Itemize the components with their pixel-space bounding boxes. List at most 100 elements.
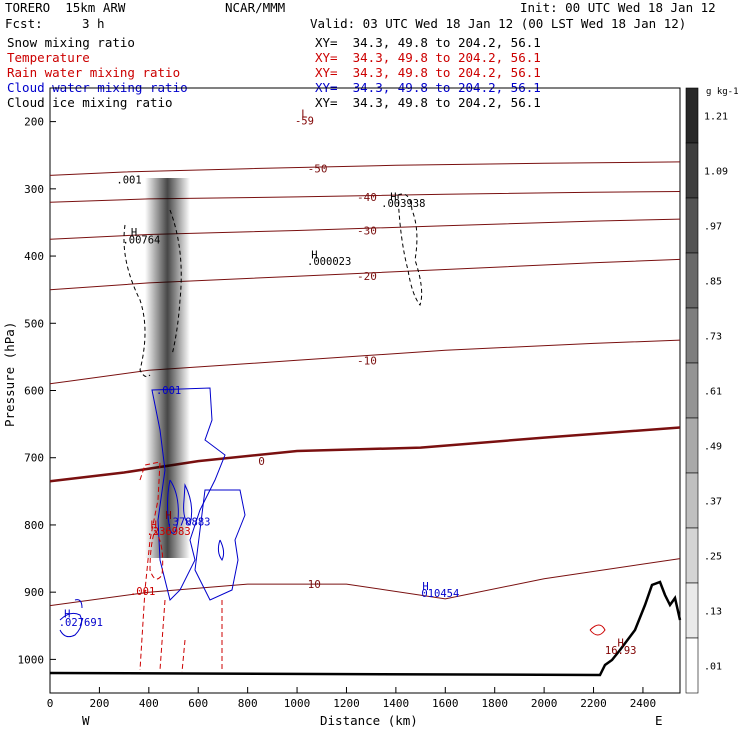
- temperature-contour-label: 10: [308, 578, 321, 591]
- temperature-contour-2: [49, 218, 681, 240]
- colorbar-tick-label: .97: [704, 222, 722, 233]
- temperature-contour-3: [49, 258, 681, 291]
- colorbar-tick-label: .25: [704, 552, 722, 563]
- x-tick-label: 2400: [630, 697, 657, 710]
- x-tick-label: 1000: [284, 697, 311, 710]
- x-tick-label: 2000: [531, 697, 558, 710]
- field-name-snow: Snow mixing ratio: [7, 35, 135, 50]
- x-tick-label: 1200: [333, 697, 360, 710]
- x-tick-label: 1800: [481, 697, 508, 710]
- colorbar: 1.21 1.09 .97 .85 .73 .61 .49 .37 .25 .13 .01 g kg-…: [685, 87, 739, 694]
- colorbar-tick-label: .37: [704, 497, 722, 508]
- colorbar-tick-label: .01: [704, 662, 722, 673]
- colorbar-segment: [685, 197, 699, 254]
- colorbar-tick-label: 1.21: [704, 112, 728, 123]
- contour-annotation: H: [422, 581, 428, 593]
- temperature-contour-1: [49, 191, 681, 203]
- colorbar-tick-label: 1.09: [704, 167, 728, 178]
- field-name-cloud-ice: Cloud ice mixing ratio: [7, 95, 173, 110]
- x-tick-label: 0: [47, 697, 54, 710]
- y-tick-label: 800: [24, 519, 44, 532]
- y-tick-label: 300: [24, 183, 44, 196]
- contour-annotation: .003938: [381, 198, 425, 210]
- west-label: W: [82, 713, 90, 728]
- colorbar-segment: [685, 362, 699, 419]
- cloud-water-contours: [59, 387, 246, 638]
- field-xy-rain: XY= 34.3, 49.8 to 204.2, 56.1: [315, 65, 541, 80]
- colorbar-segment: [685, 307, 699, 364]
- colorbar-segment: [685, 637, 699, 694]
- colorbar-tick-label: .85: [704, 277, 722, 288]
- temperature-contour-0: [49, 161, 681, 176]
- x-tick-label: 200: [89, 697, 109, 710]
- valid-time: Valid: 03 UTC Wed 18 Jan 12 (00 LST Wed …: [310, 16, 687, 31]
- colorbar-unit: g kg-1: [706, 87, 739, 97]
- field-xy-cloud-ice: XY= 34.3, 49.8 to 204.2, 56.1: [315, 95, 541, 110]
- temperature-contour-label: -50: [308, 163, 328, 176]
- contour-annotation: .000023: [307, 256, 351, 268]
- rain-water-contours: [139, 461, 606, 673]
- x-tick-label: 2200: [580, 697, 607, 710]
- contour-annotation: L: [301, 109, 307, 121]
- colorbar-segment: [685, 582, 699, 639]
- colorbar-segment: [685, 142, 699, 199]
- cloud-ice-contours: [123, 193, 423, 378]
- x-tick-label: 600: [188, 697, 208, 710]
- forecast-value: 3 h: [82, 16, 105, 31]
- x-tick-label: 400: [139, 697, 159, 710]
- x-tick-label: 800: [238, 697, 258, 710]
- colorbar-segment: [685, 417, 699, 474]
- colorbar-tick-label: .13: [704, 607, 722, 618]
- contour-annotation: .027691: [59, 617, 103, 629]
- contour-annotation: .378883: [166, 517, 210, 529]
- y-tick-label: 200: [24, 116, 44, 129]
- y-tick-label: 900: [24, 586, 44, 599]
- temperature-contour-5: [49, 426, 681, 483]
- temperature-contour-label: -40: [357, 191, 377, 204]
- field-name-rain: Rain water mixing ratio: [7, 65, 181, 80]
- contour-annotation: H: [618, 638, 624, 650]
- y-tick-label: 400: [24, 250, 44, 263]
- y-axis-title: Pressure (hPa): [2, 321, 17, 427]
- field-name-temperature: Temperature: [7, 50, 90, 65]
- field-xy-snow: XY= 34.3, 49.8 to 204.2, 56.1: [315, 35, 541, 50]
- contour-annotation: H: [131, 227, 137, 239]
- temperature-contour-4: [49, 339, 681, 385]
- y-tick-label: 500: [24, 317, 44, 330]
- x-tick-label: 1600: [432, 697, 459, 710]
- temperature-contour-6: [49, 558, 681, 607]
- colorbar-segment: [685, 87, 699, 144]
- contour-annotation: H: [390, 191, 396, 203]
- contour-annotation: -59: [295, 115, 314, 127]
- model-name: TORERO 15km ARW: [5, 0, 126, 15]
- contour-annotation: H: [311, 250, 317, 262]
- temperature-contour-label: -10: [357, 354, 377, 367]
- temperature-contour-label: -20: [357, 270, 377, 283]
- field-xy-temperature: XY= 34.3, 49.8 to 204.2, 56.1: [315, 50, 541, 65]
- temperature-contour-label: -30: [357, 225, 377, 238]
- data-source: NCAR/MMM: [225, 0, 286, 15]
- contour-annotation: .00764: [122, 234, 160, 246]
- colorbar-segment: [685, 527, 699, 584]
- contour-annotation: .001: [156, 385, 181, 397]
- init-time: Init: 00 UTC Wed 18 Jan 12: [520, 0, 716, 15]
- contour-annotation: 16.93: [605, 645, 637, 657]
- contour-annotation: H: [151, 519, 157, 531]
- y-tick-label: 700: [24, 452, 44, 465]
- x-axis-title: Distance (km): [320, 713, 418, 728]
- contour-annotation: H: [64, 609, 70, 621]
- contour-annotation: 010454: [421, 588, 459, 600]
- terrain-line: [49, 580, 682, 677]
- colorbar-tick-label: .49: [704, 442, 722, 453]
- y-tick-label: 600: [24, 385, 44, 398]
- x-tick-label: 1400: [383, 697, 410, 710]
- east-label: E: [655, 713, 663, 728]
- y-tick-label: 1000: [18, 653, 45, 666]
- colorbar-segment: [685, 472, 699, 529]
- colorbar-segment: [685, 252, 699, 309]
- colorbar-tick-label: .61: [704, 387, 722, 398]
- contour-annotation: .236983: [146, 526, 190, 538]
- contour-annotation: .001: [130, 586, 155, 598]
- contour-annotation: H: [165, 510, 171, 522]
